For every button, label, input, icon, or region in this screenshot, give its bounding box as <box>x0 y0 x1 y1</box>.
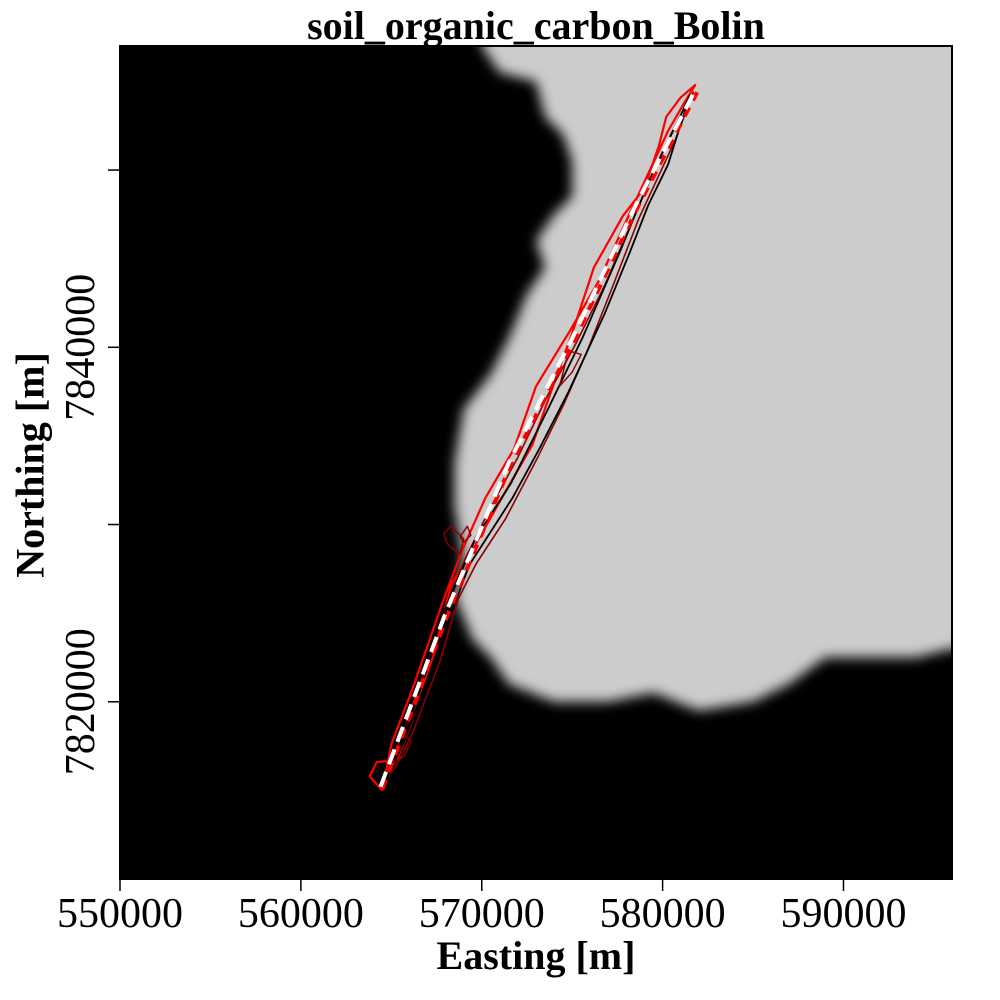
plot-frame <box>119 45 953 880</box>
contour-line-4 <box>459 525 472 543</box>
x-tick-label: 580000 <box>600 891 726 937</box>
contour-line-5 <box>558 350 582 387</box>
x-tick-label: 590000 <box>780 891 906 937</box>
plot-area <box>120 46 952 879</box>
x-tick-label: 560000 <box>238 891 364 937</box>
y-axis: 7820000 7840000 <box>58 169 120 775</box>
y-tick-label: 7820000 <box>58 628 104 775</box>
x-tick-label: 570000 <box>419 891 545 937</box>
flowline-shadow <box>380 91 699 790</box>
contour-line-6 <box>390 733 412 765</box>
chart-title: soil_organic_carbon_Bolin <box>307 3 765 48</box>
x-tick-label: 550000 <box>57 891 183 937</box>
background-low-field <box>120 46 952 879</box>
flowline <box>378 89 697 788</box>
y-tick-label: 7840000 <box>58 274 104 421</box>
x-axis: 550000 560000 570000 580000 590000 <box>57 879 906 937</box>
x-axis-label: Easting [m] <box>436 933 636 978</box>
